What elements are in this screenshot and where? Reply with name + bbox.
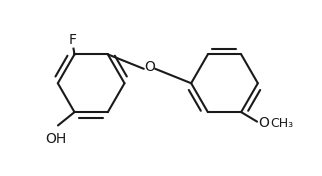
Text: CH₃: CH₃ [270, 117, 293, 130]
Text: O: O [259, 116, 270, 130]
Text: O: O [144, 60, 155, 74]
Text: F: F [69, 33, 77, 47]
Text: OH: OH [45, 132, 66, 146]
